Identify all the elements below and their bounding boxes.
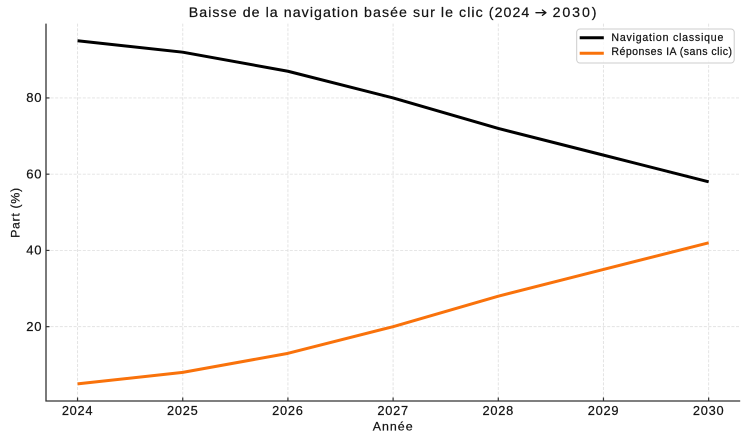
- svg-text:20: 20: [26, 319, 42, 334]
- svg-text:Part (%): Part (%): [9, 187, 23, 238]
- svg-text:Baisse de la navigation basée: Baisse de la navigation basée sur le cli…: [189, 5, 531, 21]
- svg-text:2027: 2027: [377, 403, 408, 418]
- svg-text:2024: 2024: [62, 403, 93, 418]
- svg-text:2030: 2030: [693, 403, 724, 418]
- svg-text:2026: 2026: [272, 403, 303, 418]
- svg-text:2030): 2030): [553, 5, 599, 21]
- svg-text:2025: 2025: [167, 403, 198, 418]
- svg-text:Navigation classique: Navigation classique: [611, 32, 724, 44]
- svg-text:Année: Année: [373, 420, 414, 434]
- svg-text:40: 40: [26, 243, 42, 258]
- svg-text:Réponses IA (sans clic): Réponses IA (sans clic): [611, 46, 732, 58]
- svg-text:80: 80: [26, 90, 42, 105]
- svg-text:2029: 2029: [588, 403, 619, 418]
- svg-text:2028: 2028: [483, 403, 514, 418]
- svg-text:60: 60: [26, 166, 42, 181]
